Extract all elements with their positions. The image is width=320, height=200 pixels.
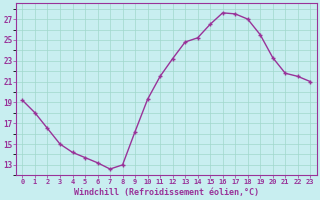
X-axis label: Windchill (Refroidissement éolien,°C): Windchill (Refroidissement éolien,°C) <box>74 188 259 197</box>
